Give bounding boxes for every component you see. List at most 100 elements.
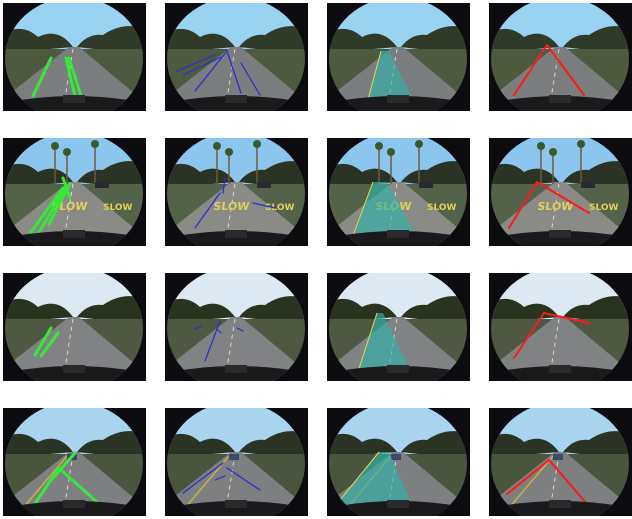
hood-ornament [63,365,85,373]
lane-paint [62,453,74,516]
vehicle-hood [5,96,143,111]
trees-right [239,26,305,55]
fit-lane-line [546,44,585,96]
candidates-lane-line [240,62,261,96]
trees-left [167,298,235,323]
trees-left [5,433,73,458]
frame-r0-raw [3,3,146,111]
road-surface [491,317,629,381]
hood-ornament [549,95,571,103]
palm-crown [415,140,423,148]
trees-right [239,296,305,325]
lane-paint [224,183,236,246]
fit-lane-line [536,181,590,214]
yellow-center-line [22,455,68,509]
frame-image [165,3,308,111]
road-marking-slow-2: SLOW [589,203,619,213]
vehicle-hood [5,231,143,246]
frame-image [3,408,146,516]
candidates-lane-line [194,192,221,229]
raw-lane-line [64,56,77,98]
yellow-center-line [508,455,554,509]
raw-lane-line [31,56,53,98]
hood-ornament [387,95,409,103]
trees-left [167,28,235,53]
frame-image: SLOW SLOW [165,138,308,246]
road-surface [491,182,629,246]
frame-r2-region [327,273,470,381]
road-marking-slow-2: SLOW [265,203,295,213]
vehicle-hood [167,366,305,381]
trees-right [401,431,467,460]
trees-right [77,26,143,55]
frame-image: SLOW SLOW [489,138,632,246]
parked-car [257,182,271,188]
lane-paint [62,318,74,381]
hood-ornament [63,500,85,508]
lane-paint [62,183,74,246]
trees-left [167,433,235,458]
fit-lane-line [506,459,550,495]
vehicle-hood [167,231,305,246]
vehicle-hood [329,96,467,111]
frame-image [3,273,146,381]
vehicle-hood [491,501,629,516]
raw-lane-line [61,176,72,200]
frame-r1-raw: SLOW SLOW [3,138,146,246]
frame-r0-fit [489,3,632,111]
trees-right [401,296,467,325]
frame-r3-candidates [165,408,308,516]
trees-right [77,296,143,325]
hood-ornament [387,365,409,373]
frame-r1-fit: SLOW SLOW [489,138,632,246]
trees-left [5,28,73,53]
hood-ornament [387,500,409,508]
lane-paint [386,453,398,516]
vehicle-hood [329,231,467,246]
trees-left [5,298,73,323]
road-surface [5,317,143,381]
road-marking-slow-2: SLOW [427,203,457,213]
fit-lane-line [513,44,548,96]
candidates-lane-line [222,177,226,194]
frame-r2-raw [3,273,146,381]
vehicle-hood [5,366,143,381]
vehicle-hood [167,501,305,516]
trees-right [563,296,629,325]
palm-crown [63,148,71,156]
trees-right [77,431,143,460]
vehicle-hood [491,231,629,246]
hood-ornament [549,365,571,373]
candidates-lane-line [236,327,244,332]
palm-crown [213,142,221,150]
parked-car [95,182,109,188]
road-surface [491,47,629,111]
frame-r2-candidates [165,273,308,381]
palm-crown [537,142,545,150]
frame-image [3,3,146,111]
fit-lane-line [508,181,538,229]
lane-paint [548,453,560,516]
frame-image [165,408,308,516]
vehicle-hood [167,96,305,111]
trees-right [401,26,467,55]
palm-crown [387,148,395,156]
road-marking-slow: SLOW [536,200,574,213]
candidates-lane-line [182,462,224,494]
lane-paint [224,48,236,111]
hood-ornament [225,95,247,103]
trees-left [491,28,559,53]
raw-lane-line [59,468,100,505]
frame-r3-region [327,408,470,516]
palm-crown [375,142,383,150]
vehicle-hood [329,366,467,381]
candidates-lane-line [204,320,221,362]
road-surface [491,452,629,516]
trees-right [563,431,629,460]
frame-r3-raw [3,408,146,516]
candidates-lane-line [176,54,216,72]
road-surface [167,182,305,246]
hood-ornament [225,500,247,508]
hood-ornament [549,500,571,508]
